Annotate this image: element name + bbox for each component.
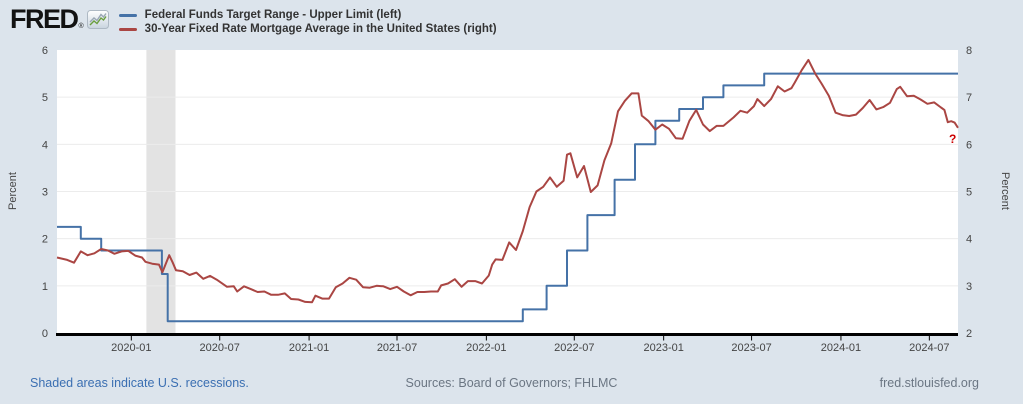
legend-item-0: Federal Funds Target Range - Upper Limit… (118, 8, 497, 22)
y-tick-label-right: 3 (966, 281, 972, 293)
fred-logo-text: FRED (10, 4, 79, 34)
y-tick-label-left: 6 (42, 45, 48, 57)
sources-text: Sources: Board of Governors; FHLMC (405, 376, 618, 390)
x-tick-label: 2024-01 (821, 342, 861, 354)
y-tick-label-right: 6 (966, 139, 972, 151)
recessions-note-link[interactable]: Shaded areas indicate U.S. recessions. (30, 376, 249, 390)
y-tick-label-left: 3 (42, 187, 48, 199)
x-tick-label: 2024-07 (909, 342, 949, 354)
left-axis-title: Percent (7, 172, 19, 210)
x-tick-label: 2021-07 (377, 342, 417, 354)
y-tick-label-right: 5 (966, 187, 972, 199)
y-tick-label-right: 4 (966, 234, 972, 246)
legend-label: 30-Year Fixed Rate Mortgage Average in t… (144, 23, 497, 35)
header: FRED ® Federal Funds Target Range - Uppe… (10, 6, 497, 36)
x-tick-label: 2023-07 (731, 342, 771, 354)
y-tick-label-right: 2 (966, 328, 972, 340)
legend: Federal Funds Target Range - Upper Limit… (118, 8, 497, 36)
legend-label: Federal Funds Target Range - Upper Limit… (144, 9, 402, 21)
x-tick-label: 2023-01 (643, 342, 683, 354)
right-axis-title: Percent (999, 172, 1011, 210)
fed-funds-series-line (57, 72, 958, 323)
y-tick-label-right: 7 (966, 92, 972, 104)
sparkline-icon (86, 10, 109, 29)
registered-trademark-icon: ® (78, 23, 84, 30)
y-tick-label-left: 4 (42, 139, 48, 151)
fred-site-link[interactable]: fred.stlouisfed.org (879, 376, 979, 390)
y-tick-label-right: 8 (966, 45, 972, 57)
fred-logo: FRED ® (10, 4, 109, 34)
y-tick-label-left: 1 (42, 281, 48, 293)
mortgage-series-line (56, 58, 959, 304)
x-tick-label: 2021-01 (289, 342, 329, 354)
x-tick-label: 2022-07 (554, 342, 594, 354)
y-tick-label-left: 5 (42, 92, 48, 104)
legend-line-swatch-icon (118, 13, 137, 17)
legend-item-1: 30-Year Fixed Rate Mortgage Average in t… (118, 22, 497, 36)
end-of-data-marker: ? (949, 132, 956, 146)
legend-line-swatch-icon (118, 27, 137, 31)
x-tick-label: 2022-01 (466, 342, 506, 354)
x-tick-label: 2020-01 (111, 342, 151, 354)
x-tick-label: 2020-07 (200, 342, 240, 354)
footer: Shaded areas indicate U.S. recessions. S… (0, 376, 1023, 392)
y-tick-label-left: 0 (42, 328, 48, 340)
y-tick-label-left: 2 (42, 234, 48, 246)
